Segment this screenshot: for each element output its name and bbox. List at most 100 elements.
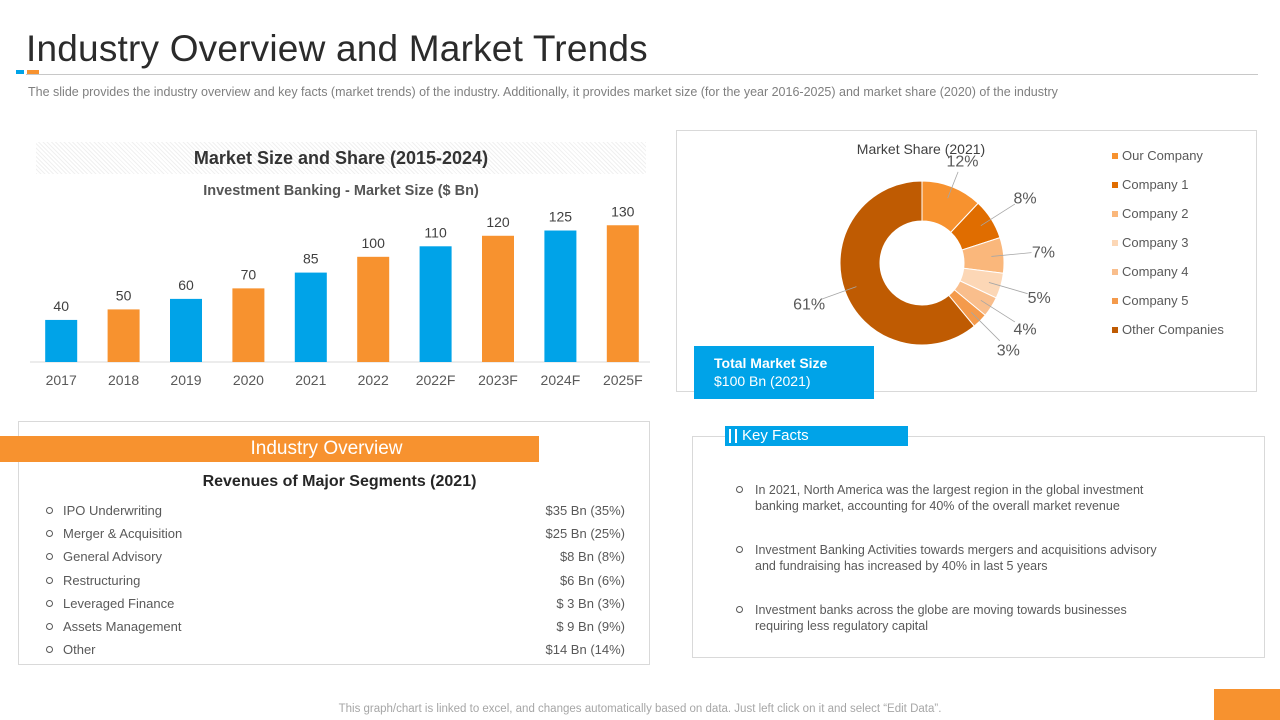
bar-category-label: 2022 bbox=[358, 372, 389, 388]
segment-list: IPO Underwriting $35 Bn (35%) Merger & Acq… bbox=[40, 499, 625, 661]
segment-name: Other bbox=[63, 642, 96, 658]
donut-value-label: 4% bbox=[1013, 321, 1036, 338]
donut-leader-line bbox=[820, 286, 857, 300]
legend-item: Other Companies bbox=[1112, 322, 1224, 351]
bar-2021[interactable] bbox=[294, 272, 327, 362]
legend-item: Company 5 bbox=[1112, 293, 1224, 322]
segment-value: $8 Bn (8%) bbox=[559, 549, 625, 565]
legend-label: Company 2 bbox=[1122, 206, 1189, 221]
segment-row: Assets Management $ 9 Bn (9%) bbox=[40, 615, 625, 638]
donut-leader-line bbox=[980, 300, 1016, 323]
bar-value-label: 85 bbox=[303, 251, 319, 267]
donut-leader-line bbox=[991, 252, 1032, 257]
legend-label: Other Companies bbox=[1122, 322, 1224, 337]
bar-2020[interactable] bbox=[232, 288, 265, 362]
bullet-icon bbox=[46, 507, 53, 515]
revenue-segments-title: Revenues of Major Segments (2021) bbox=[202, 473, 477, 490]
key-facts-banner: Key Facts bbox=[725, 426, 908, 446]
bar-chart-header-background bbox=[36, 142, 646, 174]
legend-item: Company 1 bbox=[1112, 177, 1224, 206]
segment-value: $ 3 Bn (3%) bbox=[556, 595, 625, 611]
page-title: Industry Overview and Market Trends bbox=[26, 28, 648, 69]
legend-label: Our Company bbox=[1122, 148, 1203, 163]
donut-value-label: 61% bbox=[793, 297, 825, 314]
key-facts-banner-marker bbox=[729, 429, 737, 443]
key-fact-text: Investment banks across the globe are mo… bbox=[755, 603, 1127, 633]
segment-row: Restructuring $6 Bn (6%) bbox=[40, 569, 625, 592]
bar-category-label: 2024F bbox=[541, 372, 581, 388]
bar-category-label: 2018 bbox=[108, 372, 139, 388]
page-subtitle: The slide provides the industry overview… bbox=[28, 85, 1058, 99]
bar-chart-subtitle: Investment Banking - Market Size ($ Bn) bbox=[203, 183, 479, 199]
bar-value-label: 100 bbox=[362, 235, 386, 251]
bar-category-label: 2017 bbox=[46, 372, 77, 388]
segment-value: $6 Bn (6%) bbox=[559, 572, 625, 588]
segment-name: Restructuring bbox=[63, 572, 141, 588]
segment-row: Merger & Acquisition $25 Bn (25%) bbox=[40, 522, 625, 545]
donut-value-label: 5% bbox=[1028, 290, 1051, 307]
industry-overview-panel bbox=[18, 421, 650, 665]
donut-leader-line bbox=[971, 312, 1001, 342]
legend-swatch bbox=[1112, 240, 1118, 246]
bar-value-label: 125 bbox=[549, 209, 573, 225]
footnote: This graph/chart is linked to excel, and… bbox=[338, 703, 942, 715]
bar-2023F[interactable] bbox=[482, 235, 514, 362]
bullet-icon bbox=[736, 546, 743, 553]
segment-row: IPO Underwriting $35 Bn (35%) bbox=[40, 499, 625, 522]
bar-2018[interactable] bbox=[107, 309, 140, 362]
bar-2022[interactable] bbox=[357, 256, 390, 362]
legend-item: Company 4 bbox=[1112, 264, 1224, 293]
segment-row: Leveraged Finance $ 3 Bn (3%) bbox=[40, 592, 625, 615]
donut-value-label: 8% bbox=[1013, 191, 1036, 208]
legend-item: Our Company bbox=[1112, 148, 1224, 177]
legend-swatch bbox=[1112, 182, 1118, 188]
donut-leader-line bbox=[947, 171, 959, 199]
segment-value: $ 9 Bn (9%) bbox=[556, 619, 625, 635]
industry-overview-banner: Industry Overview bbox=[0, 436, 539, 462]
legend-swatch bbox=[1112, 211, 1118, 217]
donut-value-label: 12% bbox=[946, 154, 978, 171]
bullet-icon bbox=[736, 486, 743, 493]
key-fact-item: Investment Banking Activities towards me… bbox=[734, 542, 1164, 574]
legend-swatch bbox=[1112, 298, 1118, 304]
market-share-panel bbox=[676, 130, 1257, 392]
donut-value-label: 7% bbox=[1032, 245, 1055, 262]
segment-value: $25 Bn (25%) bbox=[545, 526, 626, 542]
bar-category-label: 2025F bbox=[603, 372, 643, 388]
bullet-icon bbox=[46, 599, 53, 607]
title-accent-orange bbox=[27, 70, 39, 74]
legend-label: Company 5 bbox=[1122, 293, 1189, 308]
legend-swatch bbox=[1112, 327, 1118, 333]
segment-name: Merger & Acquisition bbox=[63, 526, 183, 542]
bullet-icon bbox=[736, 606, 743, 613]
key-facts-banner-label: Key Facts bbox=[742, 427, 809, 444]
key-fact-text: In 2021, North America was the largest r… bbox=[755, 483, 1144, 513]
key-fact-item: Investment banks across the globe are mo… bbox=[734, 602, 1164, 634]
title-divider bbox=[26, 74, 1258, 75]
donut-leader-line bbox=[988, 282, 1028, 295]
legend-swatch bbox=[1112, 269, 1118, 275]
bar-2022F[interactable] bbox=[419, 246, 452, 362]
bar-category-label: 2019 bbox=[170, 372, 201, 388]
bullet-icon bbox=[46, 530, 53, 538]
bar-2017[interactable] bbox=[45, 319, 78, 362]
segment-name: General Advisory bbox=[63, 549, 162, 565]
bar-value-label: 120 bbox=[486, 214, 510, 230]
bar-2025F[interactable] bbox=[606, 225, 639, 362]
bullet-icon bbox=[46, 576, 53, 584]
bullet-icon bbox=[46, 646, 53, 654]
legend-label: Company 1 bbox=[1122, 177, 1189, 192]
legend-label: Company 4 bbox=[1122, 264, 1189, 279]
segment-name: IPO Underwriting bbox=[63, 503, 162, 519]
donut-slice-other-companies[interactable] bbox=[839, 180, 975, 346]
segment-value: $35 Bn (35%) bbox=[545, 503, 626, 519]
bar-2024F[interactable] bbox=[544, 230, 577, 362]
bar-2019[interactable] bbox=[170, 298, 202, 362]
legend-item: Company 3 bbox=[1112, 235, 1224, 264]
market-share-title: Market Share (2021) bbox=[856, 141, 986, 157]
bar-category-label: 2021 bbox=[295, 372, 326, 388]
bar-value-label: 110 bbox=[424, 224, 447, 240]
legend-swatch bbox=[1112, 153, 1118, 159]
